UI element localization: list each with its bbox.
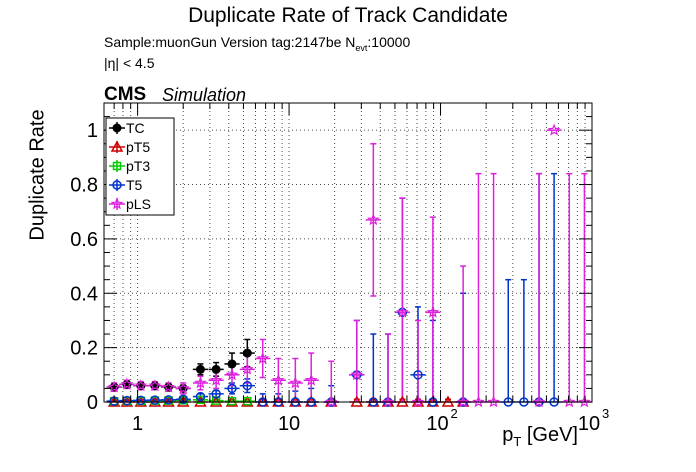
legend-label-pls: pLS <box>126 196 151 212</box>
t5-point <box>242 380 253 391</box>
grid <box>103 103 592 402</box>
legend: TC pT5 pT3 T5 pLS <box>105 117 175 216</box>
pls-point <box>578 395 591 408</box>
t5-point <box>136 395 146 406</box>
sample-subscript: evt <box>355 42 368 53</box>
sample-text: Sample:muonGun Version tag:2147be N <box>104 34 356 50</box>
legend-marker-pt3 <box>112 161 122 171</box>
pls-point <box>532 395 546 408</box>
pls-point <box>304 373 318 386</box>
pls-point <box>134 379 148 391</box>
pls-point <box>272 373 285 386</box>
y-tick-label: 0 <box>87 392 98 414</box>
cms-label: CMS <box>104 84 147 105</box>
pls-point <box>487 395 500 408</box>
legend-marker-pt5 <box>110 140 124 152</box>
t5-point <box>413 370 423 380</box>
pls-point <box>148 379 162 391</box>
legend-marker-t5 <box>112 180 122 190</box>
pls-point <box>396 305 409 318</box>
x-tick-label: 10 <box>426 413 448 435</box>
pls-point <box>120 377 134 390</box>
pls-point <box>225 368 239 381</box>
pls-point <box>241 362 254 375</box>
pls-point <box>456 395 470 408</box>
x-tick-label-exponent: 3 <box>602 406 609 421</box>
pls-point <box>162 380 175 393</box>
plot-frame <box>103 102 593 403</box>
legend-label-pt5: pT5 <box>126 139 150 155</box>
t5-point <box>178 394 188 405</box>
sample-suffix: :10000 <box>367 34 411 50</box>
x-tick-label: 10 <box>578 413 600 435</box>
pt3-point <box>196 395 205 405</box>
t5-point <box>150 395 160 405</box>
pls-point <box>472 395 485 408</box>
tc-point <box>227 359 237 369</box>
pls-point <box>209 373 223 386</box>
legend-label-pt3: pT3 <box>126 158 150 174</box>
x-tick-label: 10 <box>278 413 300 435</box>
markers <box>107 123 591 408</box>
pls-point <box>381 395 395 408</box>
pls-point <box>411 395 425 408</box>
pls-point <box>426 305 440 318</box>
eta-cut-label: |η| < 4.5 <box>104 55 155 71</box>
pls-point <box>107 380 121 393</box>
tc-point <box>195 364 205 374</box>
sample-info: Sample:muonGun Version tag:2147be Nevt:1… <box>104 34 410 53</box>
t5-point <box>163 395 174 405</box>
y-tick-label: 0.2 <box>70 338 98 360</box>
y-tick-label: 1 <box>87 120 98 142</box>
pls-point <box>256 351 270 364</box>
pls-point <box>547 123 561 136</box>
legend-marker-tc <box>112 123 122 133</box>
y-tick-label: 0.6 <box>70 229 98 251</box>
chart-title: Duplicate Rate of Track Candidate <box>188 4 508 27</box>
pls-point <box>350 368 364 381</box>
tc-point <box>242 348 252 358</box>
pls-point <box>194 376 207 389</box>
error-bars <box>106 129 592 403</box>
t5-point <box>195 391 206 402</box>
x-axis-label-sub: T <box>513 434 522 449</box>
pls-point <box>562 395 576 408</box>
legend-label-tc: TC <box>126 120 145 136</box>
axis-ticks: 00.20.40.60.811 10 10 2 10 3 <box>70 102 609 435</box>
tc-point <box>211 364 221 374</box>
t5-point <box>227 383 237 394</box>
x-tick-label-exponent: 2 <box>451 406 458 421</box>
y-tick-label: 0.4 <box>70 283 98 305</box>
y-tick-label: 0.8 <box>70 175 98 197</box>
pls-point <box>176 381 190 394</box>
pls-point <box>289 376 302 389</box>
t5-point <box>211 389 221 399</box>
x-axis-label: pT [GeV] <box>502 424 578 449</box>
simulation-label: Simulation <box>162 85 247 105</box>
legend-marker-pls <box>110 197 124 210</box>
legend-label-t5: T5 <box>126 177 143 193</box>
pls-point <box>367 213 380 226</box>
x-tick-label: 1 <box>132 413 143 435</box>
